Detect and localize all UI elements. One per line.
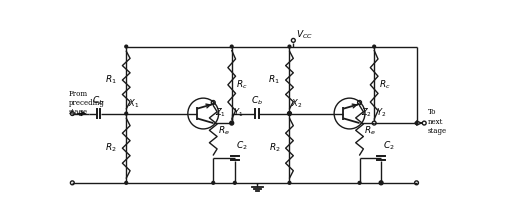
- Circle shape: [415, 122, 418, 124]
- Circle shape: [373, 45, 376, 48]
- Text: $Z_1$: $Z_1$: [215, 106, 226, 119]
- Text: $C_2$: $C_2$: [236, 139, 248, 152]
- Circle shape: [125, 45, 128, 48]
- Text: $C_b$: $C_b$: [251, 95, 263, 107]
- Text: $Y_2$: $Y_2$: [376, 107, 386, 119]
- Text: $R_c$: $R_c$: [236, 78, 248, 91]
- Text: $R_e$: $R_e$: [218, 124, 230, 137]
- Circle shape: [212, 181, 215, 184]
- Text: $R_e$: $R_e$: [364, 124, 376, 137]
- Text: $Z_2$: $Z_2$: [361, 106, 372, 119]
- Circle shape: [380, 181, 383, 184]
- Text: $R_1$: $R_1$: [105, 74, 117, 86]
- Circle shape: [288, 112, 291, 115]
- Text: $X_2$: $X_2$: [291, 97, 302, 110]
- Circle shape: [125, 112, 128, 115]
- Text: $X_1$: $X_1$: [128, 97, 139, 110]
- Circle shape: [234, 181, 236, 184]
- Text: To
next
stage: To next stage: [428, 108, 447, 135]
- Text: $Y_1$: $Y_1$: [233, 107, 243, 119]
- Text: From
preceding
stage: From preceding stage: [69, 90, 104, 116]
- Circle shape: [288, 181, 291, 184]
- Circle shape: [288, 45, 291, 48]
- Circle shape: [230, 122, 233, 124]
- Text: $V_{CC}$: $V_{CC}$: [296, 29, 312, 41]
- Circle shape: [125, 181, 128, 184]
- Text: $C_b$: $C_b$: [92, 95, 104, 107]
- Circle shape: [358, 181, 361, 184]
- Circle shape: [230, 45, 233, 48]
- Text: $R_2$: $R_2$: [105, 142, 117, 154]
- Text: $R_c$: $R_c$: [379, 78, 390, 91]
- Text: $R_2$: $R_2$: [268, 142, 280, 154]
- Text: $R_1$: $R_1$: [268, 74, 280, 86]
- Text: $C_2$: $C_2$: [383, 139, 394, 152]
